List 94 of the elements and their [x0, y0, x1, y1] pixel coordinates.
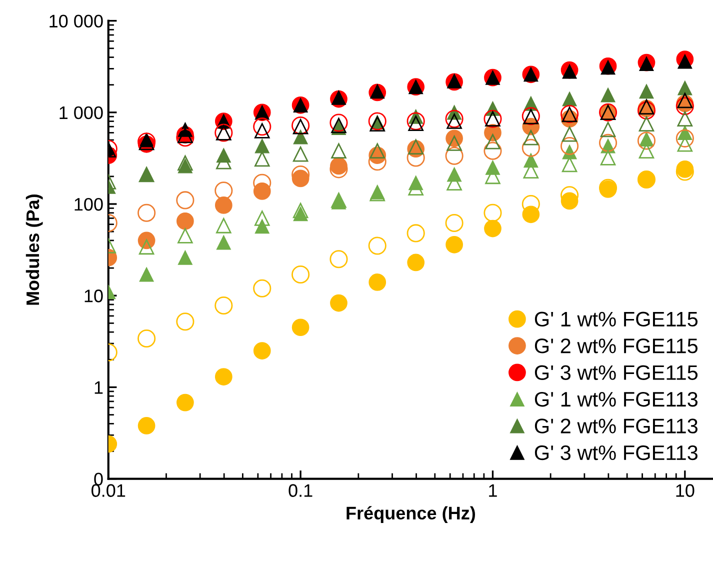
x-tick-label: 10	[676, 484, 694, 497]
point	[484, 142, 502, 160]
point	[676, 129, 694, 148]
point	[254, 123, 270, 138]
legend-label: G' 1 wt% FGE113	[534, 392, 698, 407]
point	[678, 80, 692, 96]
point	[446, 136, 462, 151]
point	[330, 114, 348, 132]
point	[292, 202, 308, 218]
point	[522, 206, 540, 224]
point	[176, 191, 194, 210]
point	[600, 88, 616, 102]
y-tick-label: 10	[84, 290, 103, 302]
point	[216, 218, 232, 234]
x-tick-label: 1	[489, 484, 497, 497]
point	[368, 236, 386, 255]
point	[138, 204, 156, 222]
point	[214, 182, 233, 200]
point	[138, 239, 154, 255]
point	[254, 138, 270, 154]
point	[677, 111, 693, 127]
point	[214, 296, 233, 315]
y-axis-title: Modules (Pa)	[26, 194, 43, 305]
y-tick-label: 10 000	[50, 14, 103, 28]
point	[637, 132, 656, 150]
y-tick-label: 1 000	[60, 106, 103, 120]
y-tick-label: 100	[74, 198, 103, 211]
point	[562, 92, 577, 106]
point	[253, 279, 272, 298]
x-tick-label: 0.01	[92, 484, 126, 497]
point	[445, 110, 464, 128]
point	[445, 214, 464, 232]
point	[484, 204, 502, 222]
legend-label: G' 3 wt% FGE113	[534, 445, 698, 460]
point	[330, 294, 348, 312]
point	[639, 84, 654, 99]
point	[330, 250, 348, 268]
point	[408, 139, 424, 155]
point	[254, 210, 270, 226]
y-tick-label: 1	[94, 381, 103, 394]
point	[522, 138, 540, 157]
point	[445, 146, 464, 165]
point	[214, 368, 232, 386]
point	[178, 250, 192, 265]
point	[406, 112, 425, 130]
point	[138, 417, 156, 434]
point	[139, 267, 154, 282]
point	[331, 143, 346, 159]
point	[292, 318, 310, 336]
point	[176, 394, 194, 412]
x-tick-label: 0.1	[288, 484, 312, 497]
point	[446, 236, 463, 254]
point	[253, 118, 272, 136]
point	[562, 126, 578, 142]
point	[331, 90, 346, 105]
point	[406, 224, 425, 242]
point	[178, 228, 193, 244]
point	[638, 99, 654, 114]
legend-label: G' 3 wt% FGE115	[534, 365, 698, 380]
point	[446, 114, 462, 129]
point	[560, 136, 579, 156]
y-tick-label: 0	[94, 472, 103, 486]
point	[176, 128, 194, 147]
point	[485, 134, 500, 150]
point	[176, 312, 194, 331]
point	[600, 150, 616, 166]
point	[562, 64, 577, 79]
point	[523, 130, 539, 146]
point	[600, 122, 616, 138]
x-axis-title: Fréquence (Hz)	[346, 506, 476, 524]
point	[368, 274, 386, 291]
point	[292, 265, 310, 284]
point	[600, 60, 616, 75]
point	[254, 151, 270, 167]
point	[676, 97, 694, 116]
point	[293, 130, 308, 144]
point	[138, 330, 156, 348]
point	[638, 116, 654, 132]
point	[178, 155, 193, 171]
point	[253, 342, 271, 360]
legend-label: G' 2 wt% FGE115	[534, 338, 698, 354]
point	[598, 134, 618, 152]
point	[216, 235, 231, 250]
legend-label: G' 2 wt% FGE113	[534, 418, 698, 434]
point	[292, 146, 308, 162]
point	[678, 54, 692, 69]
point	[407, 254, 425, 272]
point	[176, 212, 194, 230]
legend-label: G' 1 wt% FGE115	[534, 312, 698, 327]
point	[677, 92, 693, 108]
point	[214, 196, 232, 214]
point	[370, 143, 386, 159]
point	[484, 220, 502, 238]
point	[408, 116, 424, 131]
